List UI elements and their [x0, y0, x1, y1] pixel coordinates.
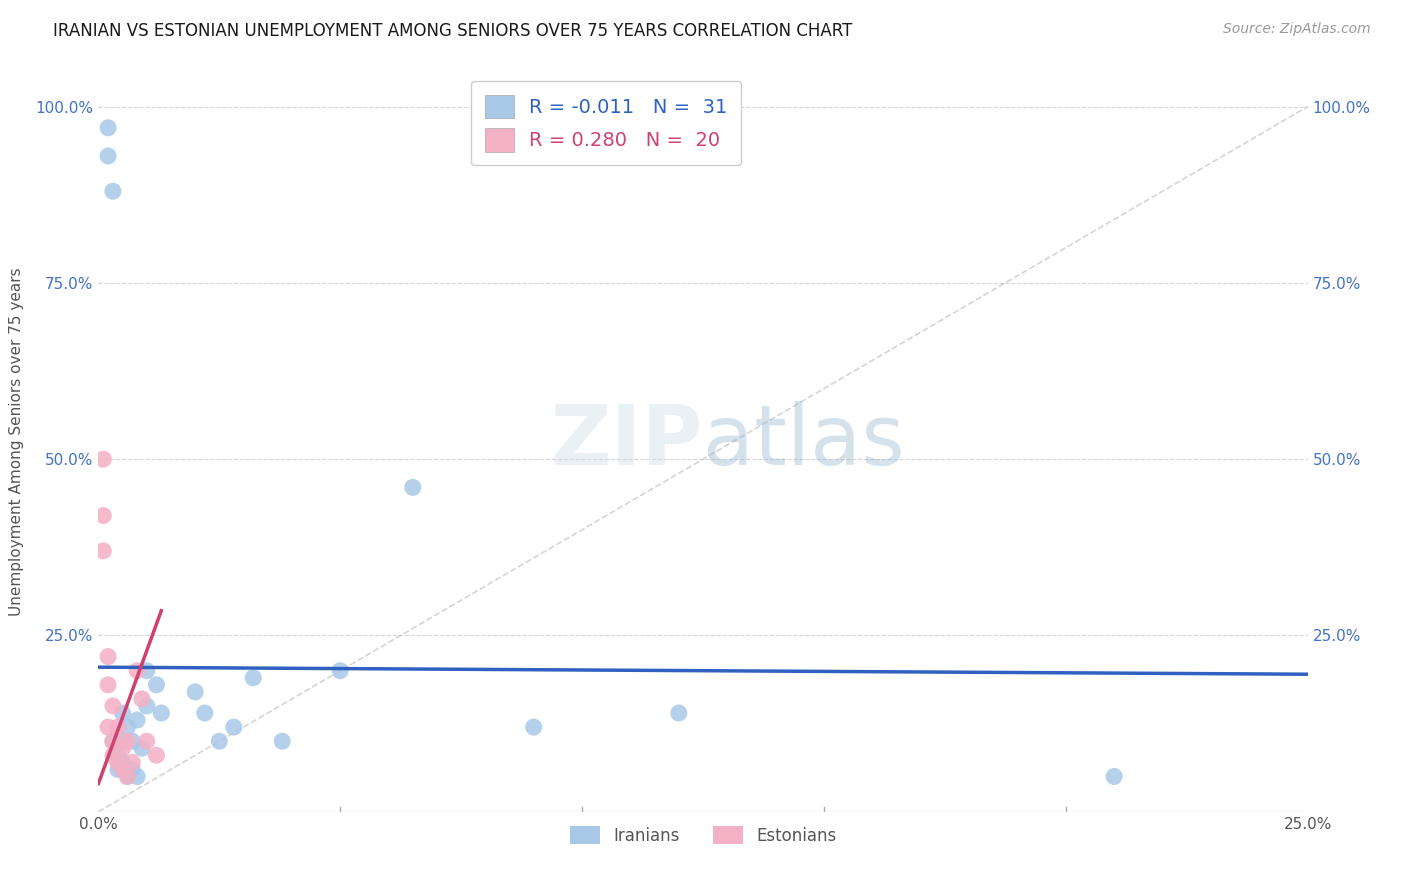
Point — [117, 769, 139, 783]
Point — [131, 741, 153, 756]
Point — [135, 698, 157, 713]
Point — [91, 452, 114, 467]
Legend: Iranians, Estonians: Iranians, Estonians — [562, 820, 844, 852]
Point — [135, 734, 157, 748]
Point — [1102, 769, 1125, 783]
Point — [145, 678, 167, 692]
Point — [121, 756, 143, 770]
Point — [184, 685, 207, 699]
Point — [97, 720, 120, 734]
Point — [111, 763, 134, 777]
Point — [117, 720, 139, 734]
Point — [97, 678, 120, 692]
Text: ZIP: ZIP — [551, 401, 703, 482]
Point — [111, 741, 134, 756]
Point — [208, 734, 231, 748]
Point — [101, 748, 124, 763]
Point — [131, 692, 153, 706]
Point — [111, 756, 134, 770]
Point — [107, 748, 129, 763]
Point — [91, 544, 114, 558]
Y-axis label: Unemployment Among Seniors over 75 years: Unemployment Among Seniors over 75 years — [10, 268, 24, 615]
Point — [97, 649, 120, 664]
Point — [97, 149, 120, 163]
Text: Source: ZipAtlas.com: Source: ZipAtlas.com — [1223, 22, 1371, 37]
Text: atlas: atlas — [703, 401, 904, 482]
Point — [150, 706, 173, 720]
Text: IRANIAN VS ESTONIAN UNEMPLOYMENT AMONG SENIORS OVER 75 YEARS CORRELATION CHART: IRANIAN VS ESTONIAN UNEMPLOYMENT AMONG S… — [53, 22, 853, 40]
Point — [121, 734, 143, 748]
Point — [111, 706, 134, 720]
Point — [107, 720, 129, 734]
Point — [668, 706, 690, 720]
Point — [329, 664, 352, 678]
Point — [127, 713, 149, 727]
Point — [242, 671, 264, 685]
Point — [107, 763, 129, 777]
Point — [111, 734, 134, 748]
Point — [117, 734, 139, 748]
Point — [271, 734, 294, 748]
Point — [523, 720, 546, 734]
Point — [117, 769, 139, 783]
Point — [101, 734, 124, 748]
Point — [91, 508, 114, 523]
Point — [121, 763, 143, 777]
Point — [101, 184, 124, 198]
Point — [127, 769, 149, 783]
Point — [97, 120, 120, 135]
Point — [135, 664, 157, 678]
Point — [194, 706, 217, 720]
Point — [107, 756, 129, 770]
Point — [222, 720, 245, 734]
Point — [127, 664, 149, 678]
Point — [101, 734, 124, 748]
Point — [402, 480, 425, 494]
Point — [145, 748, 167, 763]
Point — [101, 698, 124, 713]
